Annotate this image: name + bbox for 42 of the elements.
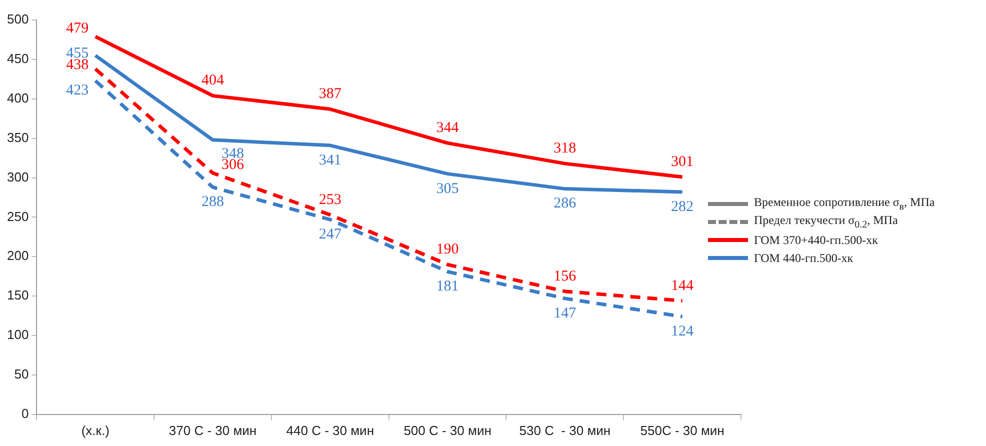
data-label: 147: [554, 305, 577, 322]
y-tick-label: 500: [6, 12, 29, 27]
data-label: 318: [554, 140, 576, 156]
data-label: 156: [554, 268, 577, 284]
y-tick-label: 200: [6, 248, 29, 264]
y-tick-label: 50: [14, 366, 29, 382]
y-tick-label: 100: [6, 327, 29, 342]
y-tick-label: 300: [6, 169, 29, 184]
x-tick-label: (х.к.): [81, 422, 110, 438]
data-label: 190: [436, 241, 459, 258]
y-tick-label: 400: [6, 90, 29, 106]
data-label: 181: [436, 278, 459, 295]
y-tick-label: 350: [6, 130, 29, 145]
data-label: 438: [66, 56, 89, 73]
x-tick-label: 550С - 30 мин: [640, 422, 724, 438]
data-label: 305: [436, 180, 459, 197]
data-label: 124: [671, 324, 694, 340]
data-label: 404: [202, 72, 225, 89]
data-label: 341: [318, 152, 342, 168]
data-label: 144: [671, 278, 694, 294]
data-label: 301: [671, 154, 694, 170]
data-label: 247: [318, 226, 342, 243]
legend-label: ГОМ 370+440-гп.500-хк: [754, 232, 878, 248]
data-label: 387: [318, 86, 342, 102]
y-tick-label: 250: [6, 208, 29, 224]
x-tick-label: 530 С - 30 мин: [519, 422, 611, 438]
data-label: 253: [318, 192, 342, 208]
x-tick-label: 370 С - 30 мин: [168, 422, 257, 438]
data-label: 288: [202, 194, 224, 210]
data-label: 282: [671, 198, 694, 215]
y-tick-label: 150: [6, 288, 29, 303]
data-label: 344: [436, 120, 460, 136]
y-tick-label: 450: [6, 51, 29, 66]
legend-label: Временное сопротивление σ$_{в}$, МПа: [754, 195, 935, 213]
data-label: 423: [66, 82, 89, 99]
y-tick-label: 0: [21, 406, 29, 421]
x-tick-label: 500 С - 30 мин: [404, 422, 492, 438]
legend-label: ГОМ 440-гп.500-хк: [754, 250, 854, 266]
x-tick-label: 440 С - 30 мин: [286, 422, 374, 438]
legend-label: Предел текучести σ$_{0.2}$, МПа: [754, 213, 898, 231]
data-label: 479: [66, 20, 89, 36]
data-label: 286: [554, 196, 577, 212]
